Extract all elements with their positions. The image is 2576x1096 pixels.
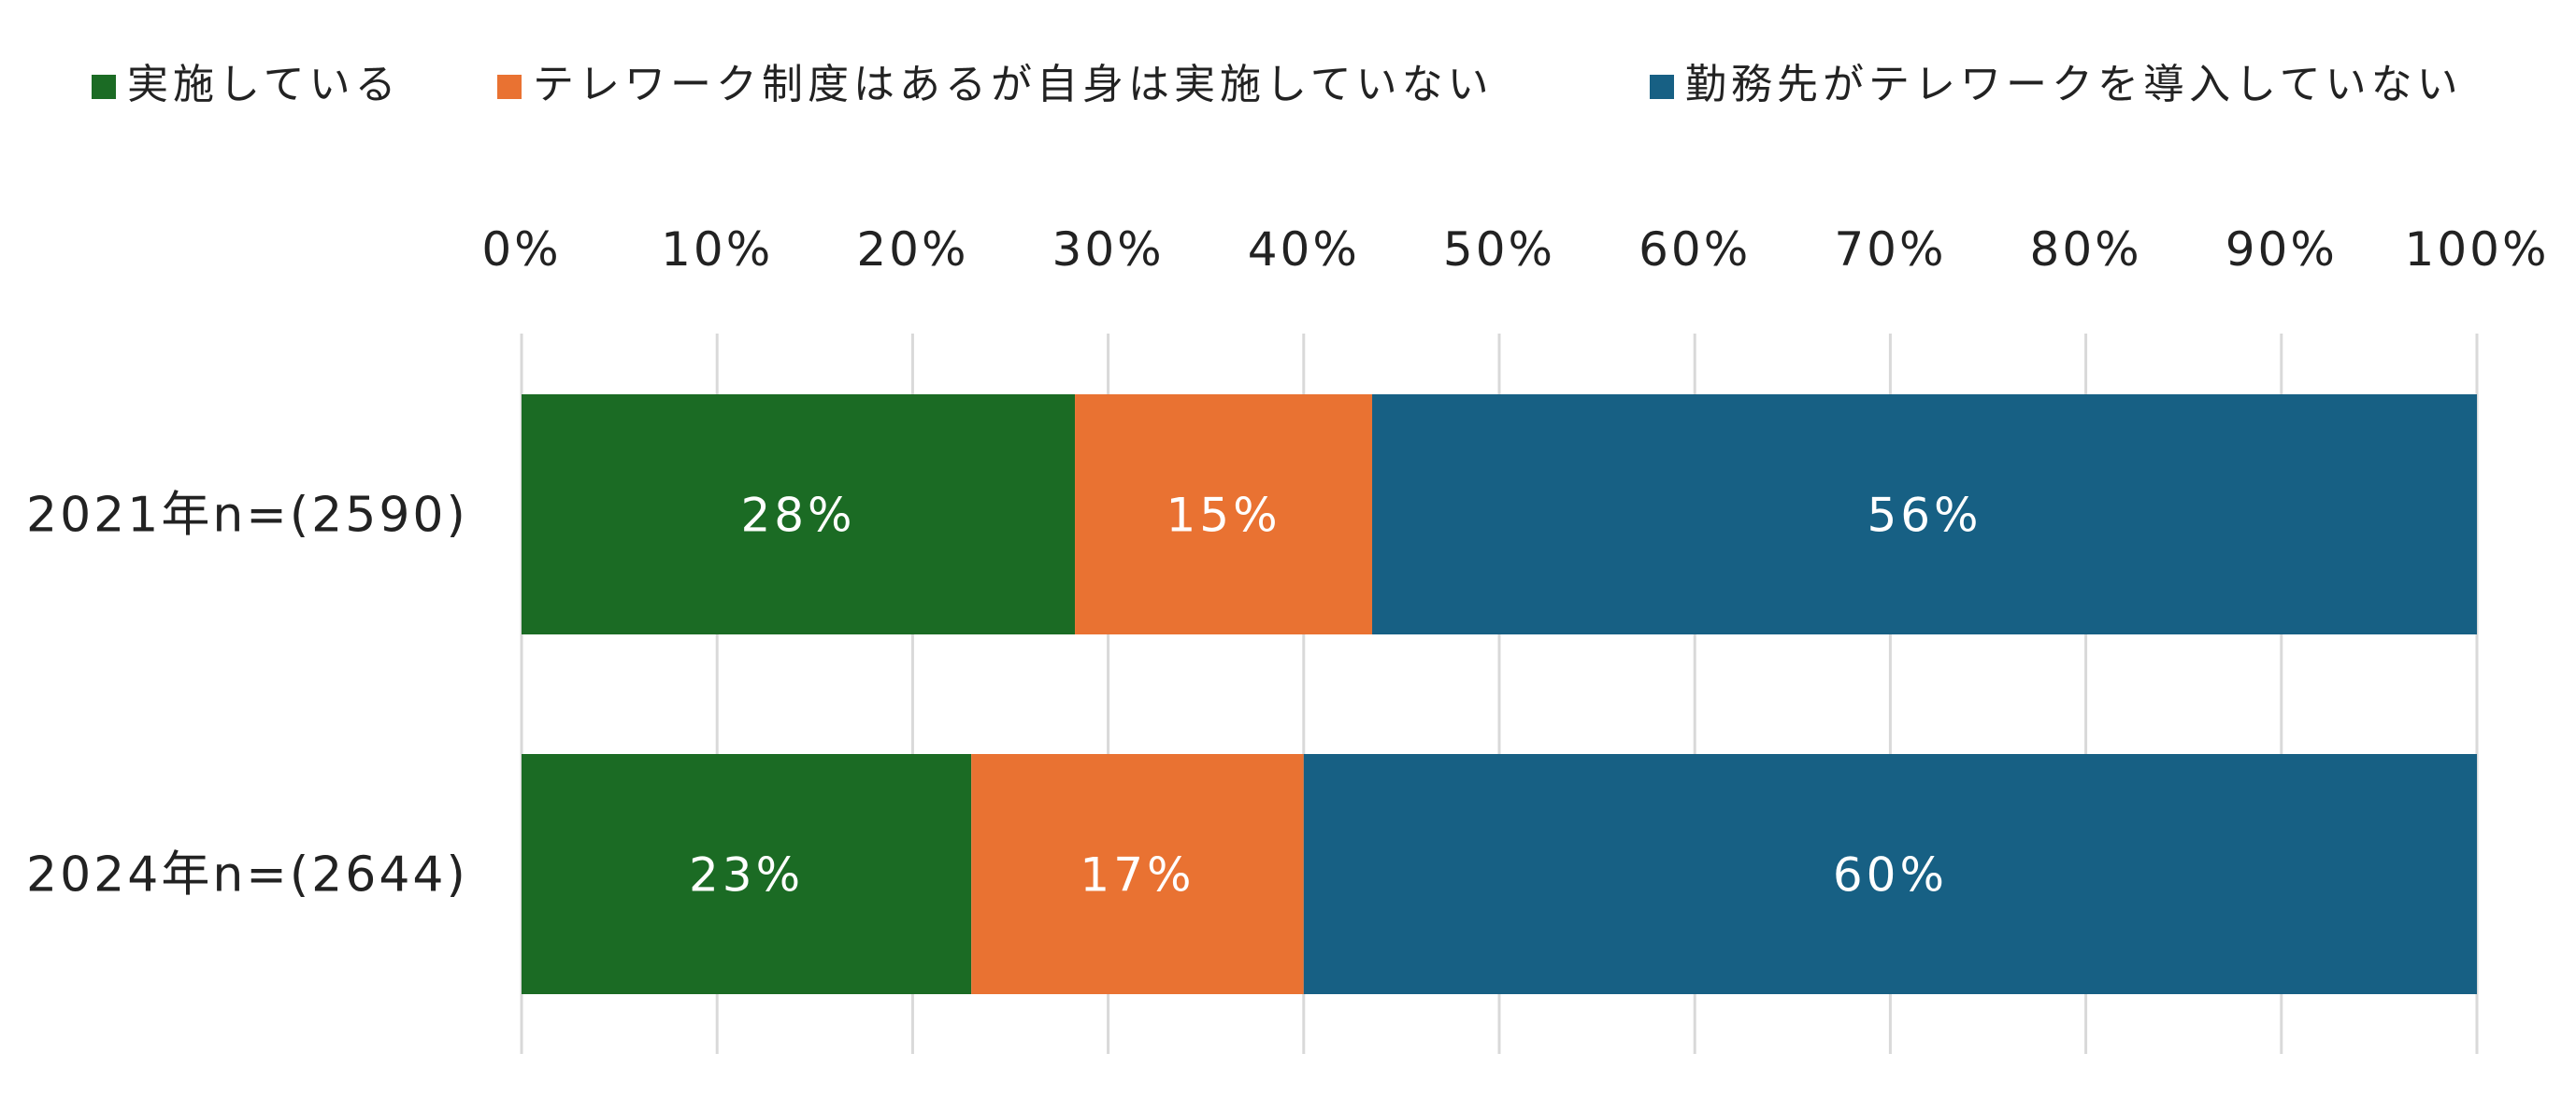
legend: 実施している テレワーク制度はあるが自身は実施していない 勤務先がテレワークを導入し… [92, 61, 2463, 108]
bar-0-2 [1372, 394, 2477, 634]
category-label-1: 2024年n=(2644) [26, 847, 468, 904]
data-label-0-1: 15% [1166, 489, 1281, 543]
bars [522, 394, 2477, 994]
x-tick-label-9: 90% [2225, 222, 2338, 277]
bar-1-2 [1303, 754, 2477, 994]
legend-label-1: テレワーク制度はあるが自身は実施していない [533, 61, 1494, 108]
legend-swatch-0 [92, 75, 116, 99]
bar-0-1 [1075, 394, 1373, 634]
category-labels: 2021年n=(2590) 2024年n=(2644) [26, 488, 468, 904]
data-label-1-0: 23% [689, 848, 804, 903]
category-label-0: 2021年n=(2590) [26, 488, 468, 544]
legend-label-2: 勤務先がテレワークを導入していない [1685, 61, 2463, 108]
x-tick-label-1: 10% [661, 222, 773, 277]
x-tick-label-10: 100% [2405, 222, 2550, 277]
x-tick-label-0: 0% [481, 222, 561, 277]
data-label-0-0: 28% [740, 489, 855, 543]
x-axis-tick-labels: 0% 10% 20% 30% 40% 50% 60% 70% 80% 90% 100% [481, 222, 2550, 277]
x-tick-label-2: 20% [856, 222, 968, 277]
x-tick-label-4: 40% [1248, 222, 1360, 277]
x-tick-label-6: 60% [1639, 222, 1751, 277]
x-tick-label-7: 70% [1834, 222, 1946, 277]
legend-label-0: 実施している [127, 61, 401, 108]
bar-1-1 [971, 754, 1304, 994]
data-label-0-2: 56% [1867, 489, 1982, 543]
x-tick-label-8: 80% [2030, 222, 2142, 277]
data-label-1-1: 17% [1080, 848, 1195, 903]
x-tick-label-5: 50% [1443, 222, 1555, 277]
data-labels: 28% 15% 56% 23% 17% 60% [689, 489, 1982, 903]
x-tick-label-3: 30% [1052, 222, 1165, 277]
bar-0-0 [522, 394, 1076, 634]
bar-1-0 [522, 754, 972, 994]
legend-swatch-2 [1650, 75, 1674, 99]
data-label-1-2: 60% [1833, 848, 1948, 903]
legend-swatch-1 [497, 75, 522, 99]
